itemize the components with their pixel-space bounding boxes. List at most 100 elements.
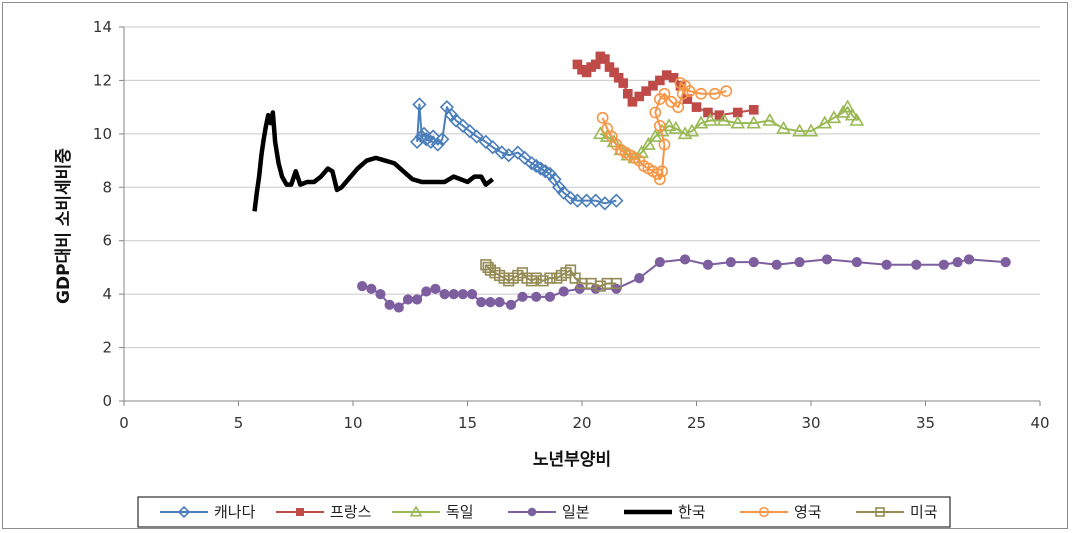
data-point (840, 99, 856, 113)
data-point (609, 67, 619, 78)
data-point (683, 85, 696, 98)
data-point (963, 254, 975, 265)
data-point (402, 294, 414, 305)
data-point (537, 275, 549, 287)
data-point (821, 254, 833, 265)
series-line (252, 110, 495, 212)
legend-label: 일본 (562, 503, 590, 521)
y-tick-label: 12 (93, 71, 112, 89)
data-point (494, 297, 505, 308)
series-1 (572, 51, 759, 120)
legend-label: 캐나다 (214, 503, 256, 521)
data-point (556, 185, 571, 200)
data-point (476, 297, 487, 308)
y-tick-label: 0 (102, 392, 112, 410)
data-point (393, 302, 404, 313)
data-point (634, 91, 645, 102)
data-point (1000, 256, 1011, 268)
series-line (416, 103, 617, 205)
y-tick-label: 10 (93, 125, 112, 143)
data-point (177, 505, 191, 519)
data-point (439, 289, 450, 300)
data-point (684, 123, 700, 137)
data-point (703, 107, 713, 118)
data-point (594, 280, 606, 292)
data-point (563, 190, 578, 206)
data-point (641, 136, 656, 150)
x-tick-label: 25 (687, 414, 706, 432)
data-point (654, 256, 665, 268)
data-point (448, 113, 464, 128)
data-point (409, 505, 423, 517)
data-point (649, 106, 662, 119)
data-point (679, 254, 691, 265)
data-point (668, 120, 684, 134)
data-point (448, 289, 459, 300)
data-point (803, 123, 819, 137)
data-point (716, 112, 732, 126)
x-tick-label: 35 (916, 414, 935, 432)
data-point (613, 72, 624, 83)
data-point (672, 101, 685, 114)
data-point (455, 118, 471, 133)
series-5 (596, 77, 733, 186)
series-3 (357, 254, 1011, 313)
data-point (457, 289, 469, 300)
data-point (634, 273, 645, 284)
data-point (469, 129, 484, 144)
y-tick-label: 6 (102, 232, 112, 250)
data-point (600, 54, 610, 64)
data-point (478, 134, 493, 150)
data-point (527, 507, 537, 517)
data-point (604, 62, 615, 72)
data-point (412, 294, 423, 305)
data-point (794, 256, 805, 268)
data-point (558, 286, 569, 297)
legend-label: 미국 (910, 503, 938, 521)
data-point (296, 508, 304, 516)
data-point (702, 259, 714, 270)
data-point (530, 272, 542, 284)
data-point (517, 150, 532, 166)
x-tick-label: 20 (572, 414, 591, 432)
y-tick-label: 4 (102, 285, 112, 303)
data-point (762, 112, 778, 126)
data-point (505, 299, 517, 310)
data-point (730, 115, 746, 129)
data-point (416, 126, 432, 141)
data-point (695, 87, 707, 100)
data-point (691, 102, 702, 112)
data-point (771, 259, 782, 270)
data-point (588, 193, 603, 208)
data-point (702, 112, 718, 126)
legend: 캐나다 프랑스 독일 일본 한국 영국 미국 (137, 496, 951, 528)
data-point (384, 299, 395, 310)
data-point (911, 259, 922, 270)
data-point (466, 289, 478, 300)
legend-label: 프랑스 (330, 503, 372, 521)
data-point (609, 193, 624, 208)
data-point (590, 59, 601, 70)
x-tick-label: 15 (458, 414, 477, 432)
series-0 (409, 97, 624, 211)
data-point (844, 107, 860, 121)
data-point (732, 107, 743, 118)
data-point (366, 283, 377, 294)
data-point (674, 77, 687, 89)
y-tick-label: 14 (93, 18, 112, 36)
data-point (655, 75, 665, 86)
data-point (610, 277, 622, 290)
data-point (714, 110, 725, 120)
data-point (517, 291, 528, 302)
data-point (494, 145, 509, 160)
legend-label: 한국 (678, 503, 706, 521)
x-axis-title: 노년부양비 (533, 450, 611, 470)
data-point (881, 259, 892, 270)
data-point (510, 145, 526, 160)
data-point (661, 70, 672, 80)
data-point (648, 80, 658, 91)
data-point (627, 97, 638, 107)
series-4 (252, 110, 495, 212)
data-point (776, 120, 791, 134)
data-point (653, 119, 666, 132)
